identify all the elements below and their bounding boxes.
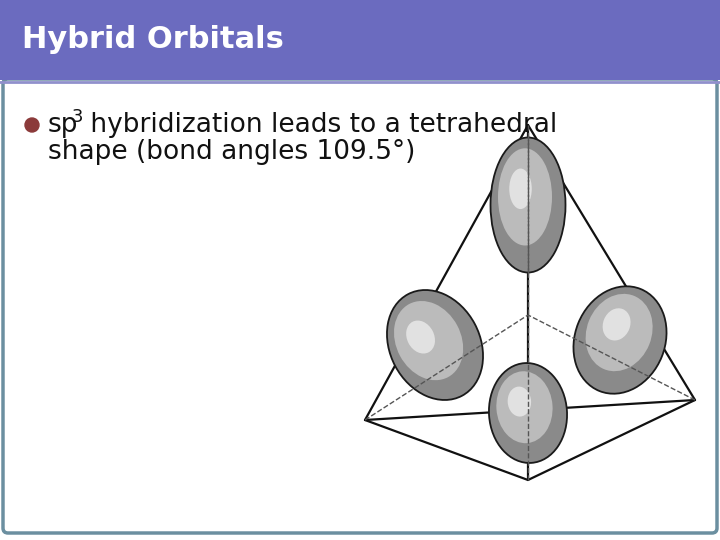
Ellipse shape (498, 148, 552, 246)
Ellipse shape (508, 387, 531, 416)
Ellipse shape (387, 290, 483, 400)
Ellipse shape (490, 138, 565, 273)
FancyBboxPatch shape (3, 79, 717, 533)
Ellipse shape (406, 321, 435, 354)
Ellipse shape (509, 168, 532, 209)
Text: hybridization leads to a tetrahedral: hybridization leads to a tetrahedral (82, 112, 557, 138)
Ellipse shape (394, 301, 463, 380)
Ellipse shape (603, 308, 631, 341)
Ellipse shape (489, 363, 567, 463)
Ellipse shape (496, 372, 552, 443)
Text: Hybrid Orbitals: Hybrid Orbitals (22, 25, 284, 55)
Ellipse shape (573, 286, 667, 394)
FancyBboxPatch shape (0, 0, 720, 80)
Text: sp: sp (48, 112, 78, 138)
Text: 3: 3 (72, 108, 84, 126)
Ellipse shape (585, 294, 652, 371)
Text: shape (bond angles 109.5°): shape (bond angles 109.5°) (48, 139, 415, 165)
Circle shape (25, 118, 39, 132)
